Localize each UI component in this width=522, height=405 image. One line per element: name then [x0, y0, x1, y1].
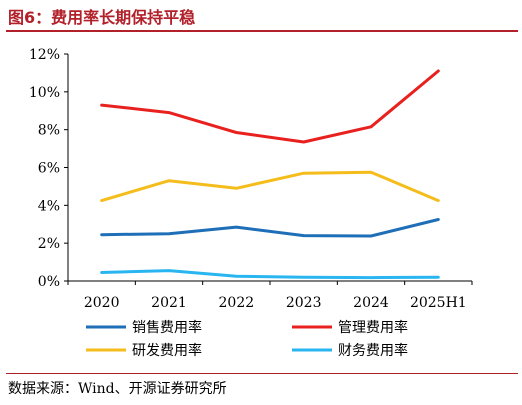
- chart-series-lines: [100, 69, 440, 280]
- y-tick-label: 0%: [38, 274, 60, 290]
- x-tick-label: 2021: [151, 295, 187, 311]
- legend-label-1: 销售费用率: [132, 319, 202, 336]
- x-tick-label: 2020: [84, 295, 120, 311]
- source-note: 数据来源：Wind、开源证券研究所: [8, 381, 227, 397]
- y-tick-label: 6%: [38, 161, 60, 177]
- legend-label-4: 财务费用率: [338, 342, 408, 359]
- x-tick-label: 2023: [286, 295, 322, 311]
- series-line-3: [100, 170, 440, 203]
- series-line-4: [100, 269, 440, 280]
- line-chart: 0% 2% 4% 6% 8% 10% 12% 2020 2021 2022 2023 2024 2025…: [29, 47, 473, 359]
- y-tick-label: 2%: [38, 236, 60, 252]
- source-rule: [6, 373, 518, 374]
- legend-label-3: 研发费用率: [132, 342, 202, 359]
- legend-label-2: 管理费用率: [338, 319, 408, 336]
- x-tick-label: 2022: [219, 295, 255, 311]
- x-tick-label: 2024: [353, 295, 389, 311]
- title-rule: [6, 30, 518, 32]
- chart-axes: 0% 2% 4% 6% 8% 10% 12% 2020 2021 2022 2023 2024 2025…: [29, 47, 473, 311]
- y-tick-label: 4%: [38, 198, 60, 214]
- y-tick-label: 12%: [29, 47, 60, 63]
- figure-title: 图6：费用率长期保持平稳: [8, 8, 196, 27]
- x-tick-label: 2025H1: [410, 295, 467, 311]
- series-line-1: [100, 218, 440, 238]
- y-tick-label: 8%: [38, 123, 60, 139]
- series-line-2: [100, 69, 440, 144]
- y-tick-label: 10%: [29, 85, 60, 101]
